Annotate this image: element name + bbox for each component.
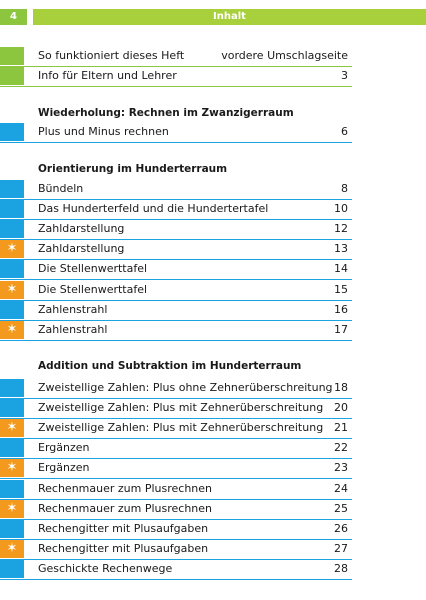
toc-row: ✶ Ergänzen 23 [0, 459, 352, 479]
toc-entry-label: Ergänzen [38, 461, 90, 474]
toc-entry-label: Ergänzen [38, 441, 90, 454]
toc-entry-page: 25 [334, 502, 348, 515]
toc-entry-label: Zweistellige Zahlen: Plus ohne Zehnerübe… [38, 381, 333, 394]
toc-entry-page: 3 [341, 69, 348, 82]
toc-entry-label: Zahldarstellung [38, 242, 125, 255]
row-marker [0, 47, 24, 65]
section-title: Wiederholung: Rechnen im Zwanzigerraum [38, 107, 294, 119]
row-marker [0, 399, 24, 417]
toc-row: Rechenmauer zum Plusrechnen 24 [0, 480, 352, 500]
toc-entry-label: Rechengitter mit Plusaufgaben [38, 522, 209, 535]
toc-entry-page: 20 [334, 401, 348, 414]
toc-row: ✶ Zahlenstrahl 17 [0, 321, 352, 341]
toc-entry-label: So funktioniert dieses Heft [38, 49, 185, 62]
toc-entry-label: Die Stellenwerttafel [38, 283, 148, 296]
toc-entry-label: Das Hunderterfeld und die Hundertertafel [38, 202, 269, 215]
toc-entry-label: Rechenmauer zum Plusrechnen [38, 482, 213, 495]
row-marker [0, 301, 24, 319]
star-marker-icon: ✶ [0, 240, 24, 258]
toc-entry-label: Zahlenstrahl [38, 323, 108, 336]
toc-entry-page: 23 [334, 461, 348, 474]
toc-entry-label: Zahlenstrahl [38, 303, 108, 316]
section-title: Addition und Subtraktion im Hunderterrau… [38, 360, 302, 372]
page-number: 4 [0, 9, 27, 25]
toc-entry-page: 8 [341, 182, 348, 195]
toc-entry-page: 21 [334, 421, 348, 434]
row-marker [0, 123, 24, 141]
page-header: 4 Inhalt [0, 9, 426, 25]
toc-entry-page: 16 [334, 303, 348, 316]
toc-row: Zahldarstellung 12 [0, 220, 352, 240]
toc-row: So funktioniert dieses Heft vordere Umsch… [0, 47, 352, 67]
star-marker-icon: ✶ [0, 500, 24, 518]
toc-entry-label: Rechengitter mit Plusaufgaben [38, 542, 209, 555]
row-marker [0, 180, 24, 198]
toc-row: Plus und Minus rechnen 6 [0, 123, 352, 143]
row-marker [0, 480, 24, 498]
toc-entry-page: 6 [341, 125, 348, 138]
toc-entry-label: Zweistellige Zahlen: Plus mit Zehnerüber… [38, 401, 324, 414]
toc-entry-page: 26 [334, 522, 348, 535]
toc-entry-label: Geschickte Rechenwege [38, 562, 173, 575]
star-marker-icon: ✶ [0, 540, 24, 558]
toc-row: ✶ Die Stellenwerttafel 15 [0, 281, 352, 301]
toc-row: Zahlenstrahl 16 [0, 301, 352, 321]
star-marker-icon: ✶ [0, 419, 24, 437]
toc-row: Zweistellige Zahlen: Plus ohne Zehnerübe… [0, 379, 352, 399]
toc-row: Rechengitter mit Plusaufgaben 26 [0, 520, 352, 540]
row-marker [0, 520, 24, 538]
row-marker [0, 379, 24, 397]
toc-row: Zweistellige Zahlen: Plus mit Zehnerüber… [0, 399, 352, 419]
toc-entry-label: Rechenmauer zum Plusrechnen [38, 502, 213, 515]
row-marker [0, 560, 24, 578]
toc-entry-page: 15 [334, 283, 348, 296]
toc-row: Ergänzen 22 [0, 439, 352, 459]
toc-row: Bündeln 8 [0, 180, 352, 200]
toc-entry-page: 13 [334, 242, 348, 255]
toc-entry-label: Info für Eltern und Lehrer [38, 69, 177, 82]
toc-entry-label: Zweistellige Zahlen: Plus mit Zehnerüber… [38, 421, 324, 434]
toc-entry-label: Plus und Minus rechnen [38, 125, 169, 138]
row-marker [0, 67, 24, 85]
toc-entry-page: 12 [334, 222, 348, 235]
star-marker-icon: ✶ [0, 321, 24, 339]
page-title: Inhalt [33, 9, 426, 25]
toc-row: Das Hunderterfeld und die Hundertertafel… [0, 200, 352, 220]
row-marker [0, 439, 24, 457]
toc-entry-page: 10 [334, 202, 348, 215]
toc-row: ✶ Zweistellige Zahlen: Plus mit Zehnerübe… [0, 419, 352, 439]
toc-entry-page: 22 [334, 441, 348, 454]
star-marker-icon: ✶ [0, 459, 24, 477]
toc-row: ✶ Rechengitter mit Plusaufgaben 27 [0, 540, 352, 560]
toc-entry-page: vordere Umschlagseite [221, 49, 348, 62]
toc-row: Info für Eltern und Lehrer 3 [0, 67, 352, 87]
toc-entry-page: 28 [334, 562, 348, 575]
toc-entry-label: Die Stellenwerttafel [38, 262, 148, 275]
toc-entry-page: 17 [334, 323, 348, 336]
section-title: Orientierung im Hunderterraum [38, 163, 228, 175]
toc-entry-page: 18 [334, 381, 348, 394]
toc-entry-page: 27 [334, 542, 348, 555]
toc-row: Die Stellenwerttafel 14 [0, 260, 352, 280]
toc-entry-page: 24 [334, 482, 348, 495]
toc-entry-page: 14 [334, 262, 348, 275]
toc-row: ✶ Zahldarstellung 13 [0, 240, 352, 260]
toc-entry-label: Zahldarstellung [38, 222, 125, 235]
row-marker [0, 200, 24, 218]
star-marker-icon: ✶ [0, 281, 24, 299]
toc-entry-label: Bündeln [38, 182, 84, 195]
toc-row: Geschickte Rechenwege 28 [0, 560, 352, 580]
toc-row: ✶ Rechenmauer zum Plusrechnen 25 [0, 500, 352, 520]
row-marker [0, 220, 24, 238]
row-marker [0, 260, 24, 278]
